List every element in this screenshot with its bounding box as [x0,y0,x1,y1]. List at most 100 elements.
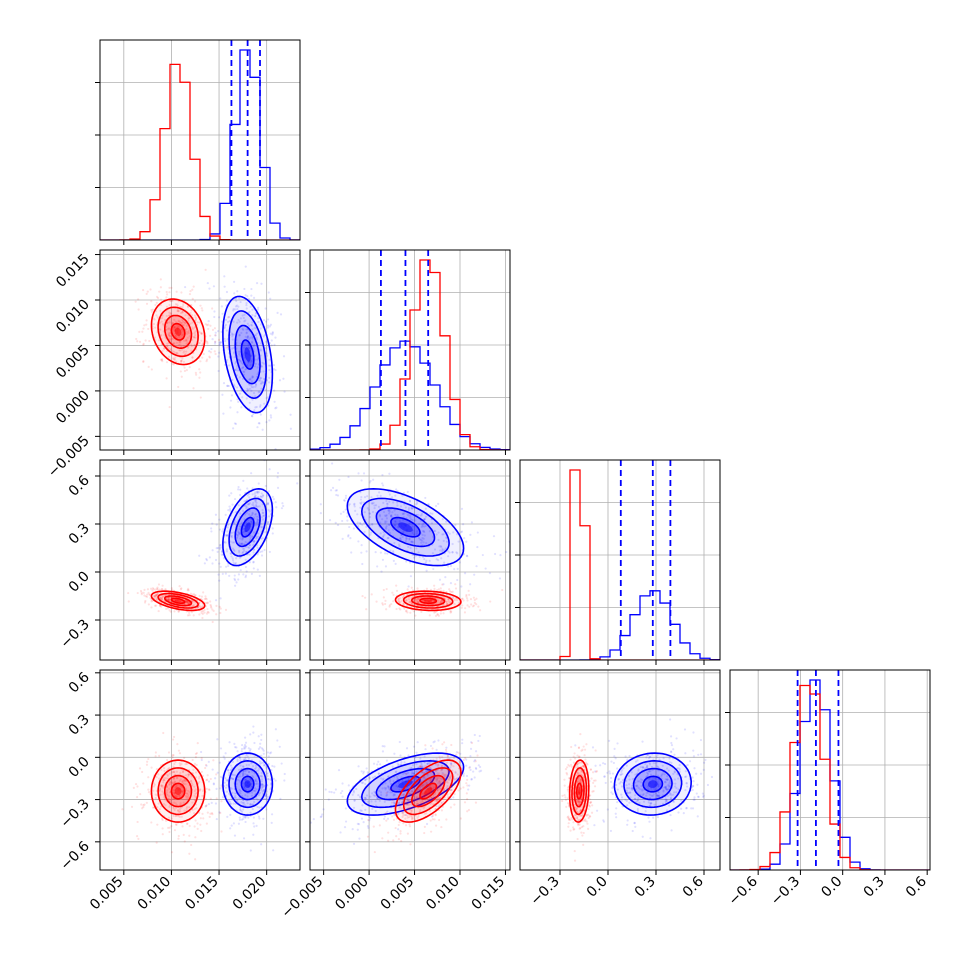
sample-point [161,322,164,326]
sample-point [169,299,172,303]
sample-point [416,598,419,601]
sample-point [423,534,426,537]
sample-point [192,603,195,606]
sample-point [433,587,436,591]
sample-point [599,764,602,767]
sample-point [214,599,218,602]
sample-point [271,333,274,336]
sample-point [173,358,176,361]
sample-point [190,611,193,614]
sample-point [435,533,438,536]
sample-point [245,332,248,335]
sample-point [431,747,434,750]
sample-point [259,742,262,745]
sample-point [174,334,177,338]
sample-point [262,752,265,755]
sample-point [188,602,191,605]
sample-point [135,337,138,341]
sample-point [251,487,254,490]
sample-point [232,822,235,825]
sample-point [647,816,650,819]
sample-point [156,316,159,319]
sample-point [215,817,218,821]
sample-point [239,569,242,572]
sample-point [410,518,413,521]
sample-point [174,356,177,359]
sample-point [169,312,173,315]
sample-point [244,294,247,297]
sample-point [403,512,406,515]
sample-point [154,594,157,597]
sample-point [498,577,502,580]
sample-point [461,742,464,745]
density-level [244,522,251,532]
sample-point [184,285,187,289]
sample-point [179,321,182,324]
sample-point [174,823,178,826]
sample-point [238,493,242,497]
sample-point [492,535,496,538]
sample-point [260,754,263,757]
sample-point [264,320,268,323]
sample-point [423,831,426,835]
sample-point [669,813,672,817]
sample-point [145,292,148,295]
sample-point [410,506,413,510]
sample-point [473,601,476,604]
sample-point [440,557,443,560]
sample-point [422,530,425,533]
sample-point [181,320,184,323]
sample-point [469,598,473,601]
sample-point [344,494,348,497]
sample-point [249,538,252,542]
sample-point [201,616,204,620]
sample-point [165,607,168,611]
sample-point [184,339,188,342]
sample-point [263,334,267,337]
sample-point [279,313,283,316]
sample-point [161,827,164,830]
sample-point [451,551,454,554]
sample-point [243,543,246,546]
sample-point [609,829,613,833]
sample-point [399,754,402,757]
sample-point [702,768,705,772]
sample-point [416,741,419,744]
sample-point [702,795,705,798]
sample-point [386,502,389,506]
sample-point [391,591,394,594]
sample-point [616,801,619,804]
sample-point [443,561,446,564]
sample-point [445,751,448,754]
sample-point [399,536,402,539]
sample-point [614,757,617,760]
sample-point [167,599,171,602]
sample-point [417,551,420,554]
sample-point [161,833,164,836]
sample-point [206,281,209,285]
sample-point [241,396,244,399]
sample-point [233,579,237,582]
sample-point [334,521,337,524]
sample-point [191,327,195,330]
sample-point [246,494,249,497]
sample-point [256,492,259,495]
sample-point [187,329,190,332]
sample-point [219,787,222,790]
sample-point [231,503,234,506]
sample-point [193,300,197,303]
sample-point [255,504,258,508]
sample-point [396,513,399,517]
sample-point [453,803,456,806]
sample-point [603,762,607,766]
sample-point [261,537,264,540]
sample-point [249,378,252,381]
sample-point [328,519,332,522]
sample-point [198,613,201,616]
sample-point [265,352,268,355]
sample-point [392,600,395,603]
sample-point [173,829,177,832]
sample-point [234,745,237,749]
sample-point [675,737,678,740]
sample-point [248,310,251,313]
